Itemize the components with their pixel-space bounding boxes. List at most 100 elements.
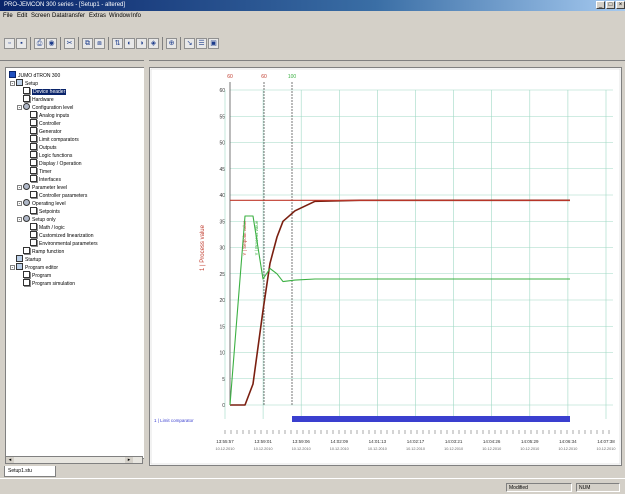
- print-icon[interactable]: ⎙: [34, 38, 45, 49]
- read-icon[interactable]: ◐: [124, 38, 135, 49]
- tree-item[interactable]: Setup: [16, 79, 38, 87]
- tree-item[interactable]: Operating level: [23, 199, 66, 207]
- folder-icon: [16, 255, 23, 262]
- document-icon: [30, 111, 37, 118]
- scroll-right-icon[interactable]: ▸: [125, 457, 133, 463]
- compare-icon[interactable]: ◈: [148, 38, 159, 49]
- device-icon: [9, 71, 16, 78]
- menu-edit[interactable]: Edit: [17, 13, 28, 19]
- x-tick-label: 14:03:21: [445, 439, 463, 444]
- tree-item[interactable]: Math / logic: [30, 223, 65, 231]
- tree-item[interactable]: Analog inputs: [30, 111, 69, 119]
- tree-item[interactable]: Controller parameters: [30, 191, 87, 199]
- tree-item[interactable]: Device header: [23, 87, 67, 95]
- tree-item[interactable]: Logic functions: [30, 151, 72, 159]
- toolbar-separator: [60, 37, 61, 50]
- tree-horizontal-scrollbar[interactable]: ◂ ▸: [5, 456, 143, 464]
- new-icon[interactable]: ▫: [4, 38, 15, 49]
- x-tick-label: 13:55:57: [216, 439, 234, 444]
- tree-item[interactable]: Generator: [30, 127, 62, 135]
- copy-icon[interactable]: ⧉: [82, 38, 93, 49]
- tree-expander[interactable]: -: [10, 80, 15, 87]
- y-tick-label: 25: [219, 272, 225, 278]
- document-icon: [30, 239, 37, 246]
- tree-item[interactable]: Environmental parameters: [30, 239, 98, 247]
- limit-comparator-bar: [292, 416, 570, 422]
- write-icon[interactable]: ◑: [136, 38, 147, 49]
- tree-item[interactable]: Customized linearization: [30, 231, 93, 239]
- toolbar-separator: [162, 37, 163, 50]
- tree-expander[interactable]: -: [17, 104, 22, 111]
- document-icon: [30, 167, 37, 174]
- paste-icon[interactable]: ⧈: [94, 38, 105, 49]
- menu-bar: File Edit Screen Datatransfer Extras Win…: [0, 11, 625, 22]
- pane-splitter[interactable]: [144, 60, 149, 465]
- menu-datatransfer[interactable]: Datatransfer: [52, 13, 86, 19]
- tree-item[interactable]: Timer: [30, 167, 52, 175]
- menu-info[interactable]: Info: [131, 13, 142, 19]
- tree-item-label: Customized linearization: [39, 233, 94, 239]
- chart-icon[interactable]: ↘: [184, 38, 195, 49]
- x-date-label: 10.12.2010: [330, 447, 349, 451]
- x-date-label: 10.12.2010: [292, 447, 311, 451]
- document-icon: [23, 279, 30, 286]
- tree-item[interactable]: Outputs: [30, 143, 57, 151]
- tree-item-label: Program simulation: [32, 281, 76, 287]
- toolbar-separator: [108, 37, 109, 50]
- tab-setup1[interactable]: Setup1.stu: [4, 466, 56, 477]
- series-line-0: [230, 199, 570, 406]
- tree-item[interactable]: Configuration level: [23, 103, 73, 111]
- tree-item[interactable]: Interfaces: [30, 175, 61, 183]
- menu-screen[interactable]: Screen: [31, 13, 51, 19]
- tree-item[interactable]: Program editor: [16, 263, 58, 271]
- menu-file[interactable]: File: [3, 13, 13, 19]
- y-tick-label: 10: [219, 351, 225, 357]
- limit-comparator-label: 1 | Limit comparator: [154, 418, 194, 423]
- minimize-button[interactable]: _: [596, 1, 605, 9]
- tree-expander[interactable]: -: [17, 184, 22, 191]
- tree-item[interactable]: Program: [23, 271, 51, 279]
- close-button[interactable]: ×: [616, 1, 625, 9]
- tree-item-label: Logic functions: [39, 153, 73, 159]
- tree-item[interactable]: Controller: [30, 119, 61, 127]
- tree-item-label: Math / logic: [39, 225, 65, 231]
- tree-item[interactable]: Limit comparators: [30, 135, 79, 143]
- tree-item[interactable]: Program simulation: [23, 279, 75, 287]
- x-date-label: 10.12.2010: [215, 447, 234, 451]
- tree-item[interactable]: JUMO dTRON 300: [9, 71, 60, 79]
- maximize-button[interactable]: □: [606, 1, 615, 9]
- save-icon[interactable]: ▪: [16, 38, 27, 49]
- document-icon: [30, 143, 37, 150]
- tree-item[interactable]: Parameter level: [23, 183, 67, 191]
- tree-item[interactable]: Hardware: [23, 95, 54, 103]
- toolbar-separator: [180, 37, 181, 50]
- window-icon[interactable]: ▣: [208, 38, 219, 49]
- tree-expander[interactable]: -: [17, 216, 22, 223]
- tree-item-label: Operating level: [32, 201, 66, 207]
- preview-icon[interactable]: ◉: [46, 38, 57, 49]
- y-tick-label: 15: [219, 324, 225, 330]
- tree-item[interactable]: Ramp function: [23, 247, 64, 255]
- zoom-icon[interactable]: ⊕: [166, 38, 177, 49]
- scroll-left-icon[interactable]: ◂: [6, 457, 14, 463]
- folder-icon: [16, 263, 23, 270]
- tree-item-label: Program: [32, 273, 52, 279]
- tree-item[interactable]: Setup only: [23, 215, 56, 223]
- gear-icon: [23, 215, 30, 222]
- toolbar: ▫ ▪ ⎙ ◉ ✂ ⧉ ⧈ ⇅ ◐ ◑ ◈ ⊕ ↘ ☰ ▣: [0, 22, 625, 61]
- y-tick-label: 40: [219, 193, 225, 199]
- setup-tree[interactable]: JUMO dTRON 300- Setup Device header Hardwar…: [5, 67, 145, 459]
- tree-item-label: JUMO dTRON 300: [18, 73, 61, 79]
- tree-item[interactable]: Startup: [16, 255, 41, 263]
- cut-icon[interactable]: ✂: [64, 38, 75, 49]
- transfer-icon[interactable]: ⇅: [112, 38, 123, 49]
- tree-item[interactable]: Setpoints: [30, 207, 60, 215]
- tree-expander[interactable]: -: [10, 264, 15, 271]
- x-date-label: 10.12.2010: [368, 447, 387, 451]
- document-icon: [30, 159, 37, 166]
- grid-icon[interactable]: ☰: [196, 38, 207, 49]
- menu-extras[interactable]: Extras: [89, 13, 107, 19]
- tree-expander[interactable]: -: [17, 200, 22, 207]
- tree-item[interactable]: Display / Operation: [30, 159, 82, 167]
- menu-window[interactable]: Window: [109, 13, 131, 19]
